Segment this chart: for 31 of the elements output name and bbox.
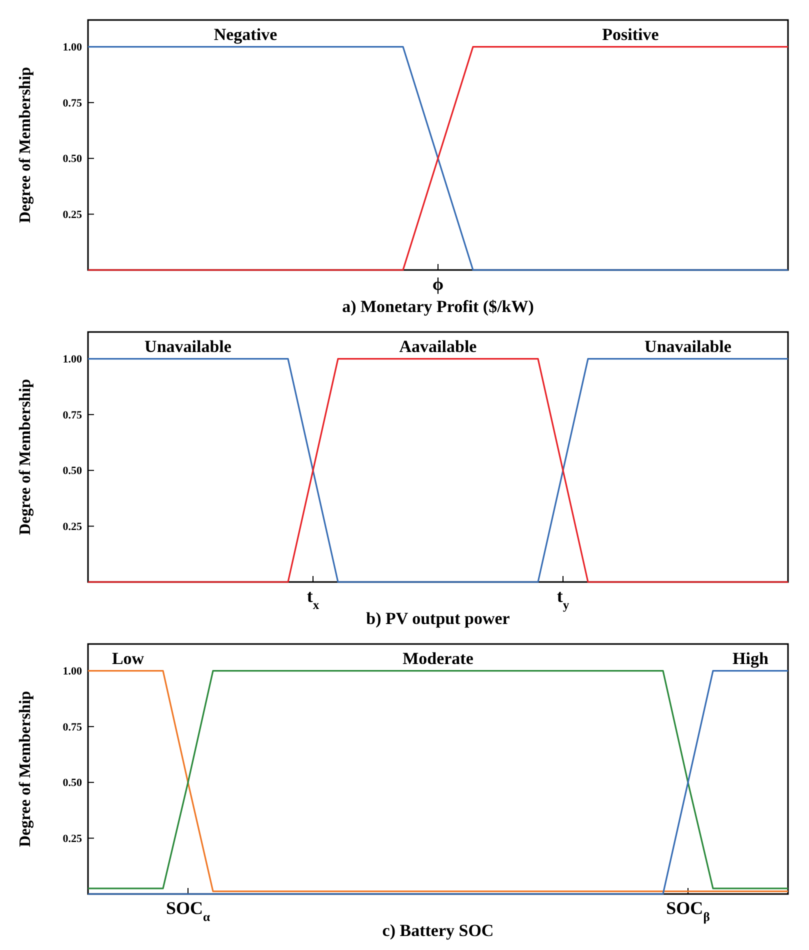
x-axis-title: a) Monetary Profit ($/kW) xyxy=(342,297,534,316)
x-tick-label: t$_{y}$ xyxy=(556,586,570,612)
y-tick-label: 1.00 xyxy=(62,42,82,54)
y-tick-label: 0.75 xyxy=(62,97,82,110)
y-tick-label: 0.75 xyxy=(62,409,82,422)
y-tick-label: 0.50 xyxy=(62,777,82,790)
text: Unavailable xyxy=(644,336,732,356)
x-axis-title: b) PV output power xyxy=(366,609,510,628)
y-tick-label: 1.00 xyxy=(62,354,82,366)
series-label: High xyxy=(732,648,769,668)
y-tick-label: 0.25 xyxy=(62,833,82,846)
y-tick-label: 0.50 xyxy=(62,153,82,166)
x-tick-label: SOC$_{β}$ xyxy=(666,898,710,924)
y-tick-label: 1.00 xyxy=(62,666,82,678)
y-axis-title: Degree of Membership xyxy=(17,690,34,848)
x-axis-title: c) Battery SOC xyxy=(382,921,494,940)
y-axis-title: Degree of Membership xyxy=(17,378,34,536)
y-tick-label: 0.25 xyxy=(62,521,82,534)
series-label: Unavailable xyxy=(144,336,232,356)
series-label: Positive xyxy=(602,24,660,44)
series-label: Moderate xyxy=(402,648,474,668)
series-label: Negative xyxy=(214,24,278,44)
series-label: Aavailable xyxy=(399,336,478,356)
x-tick-label: SOC$_{α}$ xyxy=(166,898,210,924)
y-axis-title: Degree of Membership xyxy=(17,66,34,224)
y-tick-label: 0.50 xyxy=(62,465,82,478)
y-tick-label: 0.25 xyxy=(62,209,82,222)
y-tick-label: 0.75 xyxy=(62,721,82,734)
x-tick-label: t$_{x}$ xyxy=(306,586,320,612)
series-label: Low xyxy=(112,648,145,668)
x-tick-label: ϕ xyxy=(432,274,444,294)
